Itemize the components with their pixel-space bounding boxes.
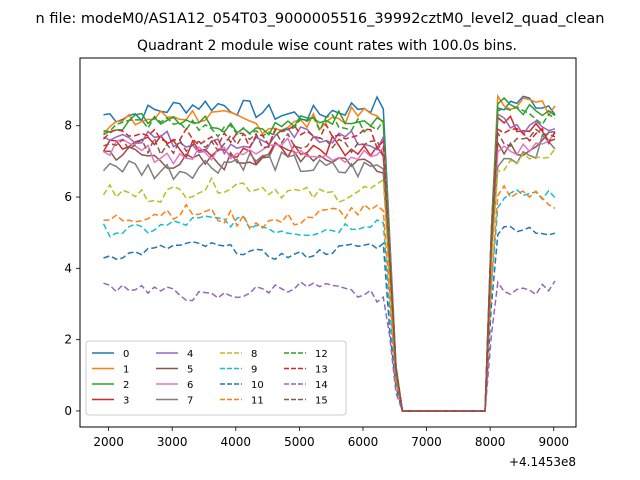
legend-label-3: 3 [123,396,129,407]
legend-label-6: 6 [187,380,193,391]
series-line-15 [103,128,556,412]
legend-label-12: 12 [315,349,328,360]
y-axis-ticks: 0 2 4 6 8 [64,119,80,418]
x-axis-ticks: 2000 3000 4000 5000 6000 7000 8000 9000 [93,427,569,449]
legend-label-7: 7 [187,396,193,407]
y-tick-label: 4 [64,261,72,275]
y-tick-label: 6 [64,190,72,204]
legend-label-14: 14 [315,380,328,391]
y-tick-label: 2 [64,333,72,347]
legend-label-8: 8 [251,349,257,360]
plot-area [102,93,556,412]
x-tick-label: 9000 [538,435,569,449]
legend-label-10: 10 [251,380,264,391]
series-line-9 [102,188,556,412]
legend-label-15: 15 [315,396,328,407]
legend-label-1: 1 [123,365,129,376]
x-tick-label: 5000 [284,435,315,449]
legend-label-5: 5 [187,365,193,376]
figure-suptitle: n file: modeM0/AS1A12_054T03_9000005516_… [36,11,605,27]
axes-frame [79,57,577,428]
x-tick-label: 8000 [475,435,506,449]
series-line-10 [103,225,556,412]
x-tick-label: 4000 [221,435,252,449]
y-tick-label: 0 [64,404,72,418]
legend-box [85,340,347,416]
legend-label-11: 11 [251,396,264,407]
x-axis-offset-label: +4.1453e8 [509,455,576,469]
x-tick-label: 7000 [411,435,442,449]
legend-label-0: 0 [123,349,129,360]
x-tick-label: 3000 [157,435,188,449]
x-tick-label: 6000 [348,435,379,449]
x-tick-label: 2000 [93,435,124,449]
legend-label-2: 2 [123,380,129,391]
y-tick-label: 8 [64,119,72,133]
series-line-14 [103,280,556,412]
legend-label-4: 4 [187,349,193,360]
chart-title: Quadrant 2 module wise count rates with … [137,38,517,54]
legend-label-9: 9 [251,365,257,376]
legend-label-13: 13 [315,365,328,376]
